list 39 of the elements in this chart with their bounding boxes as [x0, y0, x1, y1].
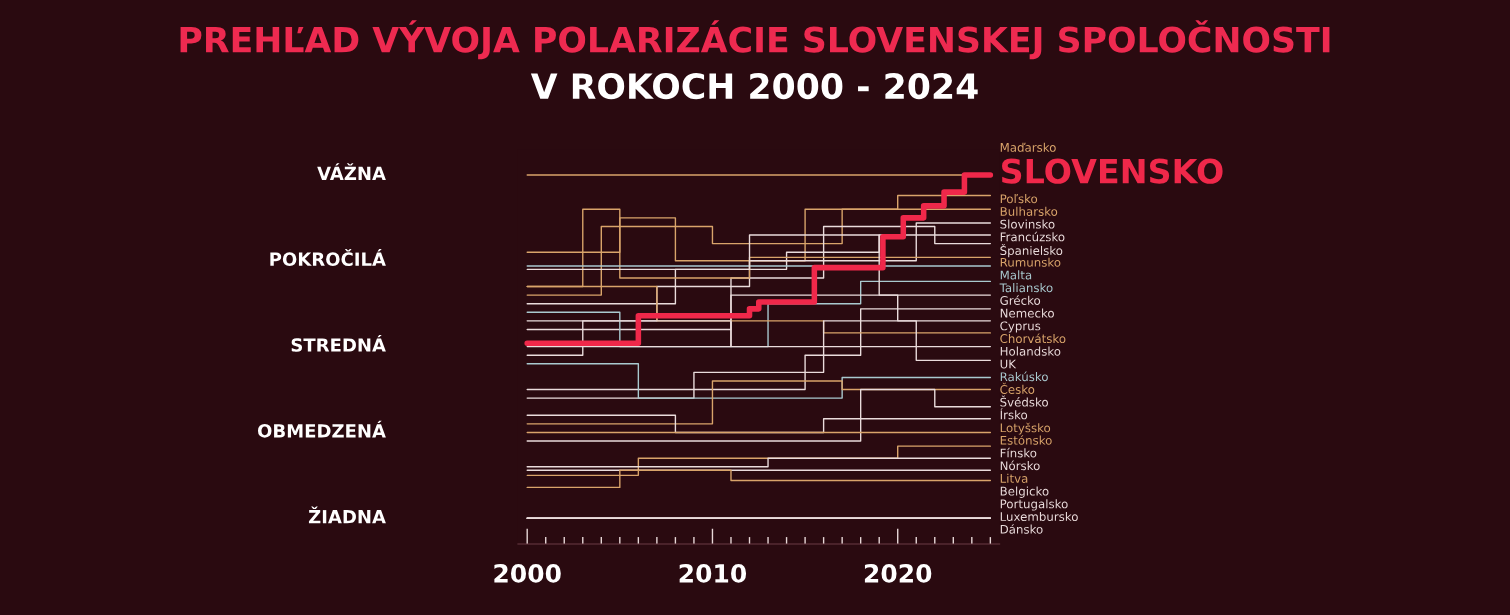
series-label: UK: [1000, 359, 1017, 369]
series-label: Španielsko: [1000, 243, 1063, 258]
series-label: Švédsko: [1000, 395, 1048, 407]
series-label: Francúzsko: [1000, 231, 1065, 242]
series-label: Slovinsko: [1000, 219, 1055, 229]
series-label: Chorvátsko: [1000, 333, 1066, 344]
series-label: Nemecko: [1000, 308, 1054, 318]
series-label: Poľsko: [1000, 194, 1038, 204]
series-label: Holandsko: [1000, 346, 1061, 356]
series-label: Fínsko: [1000, 447, 1037, 458]
series-label: Taliansko: [999, 283, 1053, 293]
series-label: Portugalsko: [1000, 499, 1068, 511]
text: POKROČILÁ: [270, 249, 386, 267]
text: Maďarsko: [1000, 142, 1056, 152]
text: ŽIADNA: [308, 506, 386, 524]
series-label: Bulharsko: [1000, 206, 1058, 216]
series-label: Belgicko: [1000, 486, 1049, 498]
text: STREDNÁ: [291, 334, 386, 352]
series-label: SLOVENSKO: [1002, 158, 1223, 184]
series-label: Grécko: [1000, 295, 1041, 305]
series-label: Luxembursko: [1000, 511, 1078, 522]
chart-title: PREHĽAD VÝVOJA POLARIZÁCIE SLOVENSKEJ SPOLOČNOSTI: [180, 20, 1330, 60]
series-label: Írsko: [1000, 408, 1028, 420]
x-tick-label: 2020: [864, 563, 932, 583]
series-label: Rumunsko: [1000, 257, 1061, 267]
series-label: Dánsko: [1000, 524, 1043, 534]
series-label: Cyprus: [1000, 321, 1041, 333]
series-label: Lotyšsko: [1000, 422, 1051, 435]
text: OBMEDZENÁ: [257, 420, 386, 438]
series-label: Malta: [1000, 270, 1032, 280]
series-label: Estónsko: [1000, 435, 1052, 445]
text: VÁŽNA: [317, 163, 386, 180]
x-tick-label: 2010: [679, 563, 747, 583]
chart-subtitle: V ROKOCH 2000 - 2024: [530, 72, 978, 100]
series-label: Rakúsko: [1000, 371, 1048, 382]
series-label: Litva: [1000, 473, 1028, 483]
x-tick-label: 2000: [494, 563, 561, 583]
series-label: Česko: [1000, 382, 1035, 394]
series-label: Nórsko: [1000, 460, 1040, 471]
